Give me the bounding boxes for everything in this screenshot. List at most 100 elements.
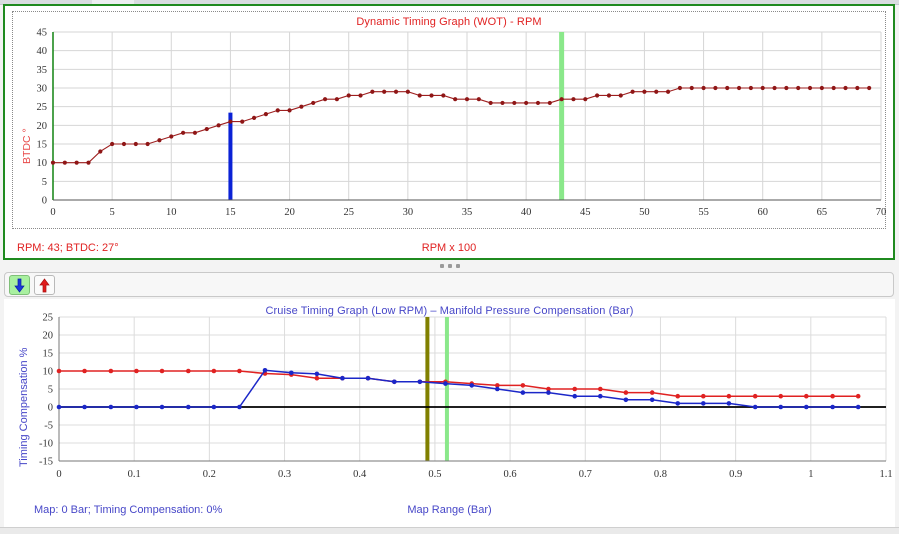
- data-point: [86, 160, 91, 165]
- svg-text:15: 15: [43, 349, 54, 360]
- data-point: [675, 393, 681, 399]
- move-up-button[interactable]: [34, 275, 55, 295]
- data-point: [82, 404, 87, 410]
- data-point: [382, 89, 387, 94]
- data-point: [237, 404, 242, 410]
- svg-text:10: 10: [43, 367, 54, 378]
- data-point: [546, 390, 551, 395]
- data-point: [228, 119, 233, 124]
- data-point: [314, 371, 320, 377]
- svg-text:0.8: 0.8: [654, 469, 667, 480]
- svg-text:0.9: 0.9: [729, 469, 742, 480]
- data-point: [807, 85, 813, 91]
- svg-text:10: 10: [166, 207, 177, 218]
- cruise-timing-svg[interactable]: -15 -10 -5 0 5 10 15 20 25 0 0.1 0.2 0.3 0.4 0.5 0.6 0.7…: [4, 299, 895, 489]
- data-point: [50, 160, 56, 165]
- move-down-button[interactable]: [9, 275, 30, 295]
- data-point: [322, 97, 328, 102]
- data-point: [82, 368, 87, 374]
- graph-toolbar: [4, 272, 894, 297]
- data-point: [843, 85, 848, 91]
- data-point: [417, 379, 423, 385]
- svg-text:15: 15: [37, 140, 48, 151]
- svg-text:5: 5: [48, 385, 53, 396]
- data-point: [649, 397, 655, 403]
- svg-text:55: 55: [698, 207, 709, 218]
- data-point: [289, 370, 294, 376]
- data-point: [598, 393, 603, 399]
- svg-text:5: 5: [110, 207, 115, 218]
- svg-text:45: 45: [37, 28, 48, 39]
- svg-text:25: 25: [343, 207, 354, 218]
- data-point: [108, 368, 114, 374]
- data-point: [314, 375, 320, 381]
- data-point: [867, 85, 872, 91]
- dynamic-timing-readout: RPM: 43; BTDC: 27°: [17, 242, 119, 254]
- svg-text:0: 0: [48, 403, 53, 414]
- series-line: [59, 369, 859, 408]
- data-point: [654, 89, 659, 94]
- data-point: [524, 100, 529, 106]
- dynamic-timing-svg: 0 5 10 15 20 25 30 35 40 45 0 5 10 15 20 25 30 35 40 45 50 55…: [37, 28, 887, 219]
- dynamic-timing-panel: Dynamic Timing Graph (WOT) - RPM BTDC ° …: [3, 4, 895, 260]
- data-point: [535, 100, 541, 106]
- dynamic-timing-plot-area[interactable]: Dynamic Timing Graph (WOT) - RPM BTDC ° …: [12, 11, 886, 229]
- data-point: [62, 160, 67, 165]
- data-point: [56, 404, 62, 410]
- splitter-dot: [455, 264, 460, 268]
- data-point: [495, 386, 500, 392]
- svg-text:25: 25: [43, 313, 54, 324]
- data-point: [488, 100, 493, 106]
- data-point: [547, 100, 552, 106]
- data-point: [595, 93, 600, 98]
- data-point: [677, 85, 683, 91]
- data-point: [299, 104, 304, 109]
- svg-text:1: 1: [808, 469, 813, 480]
- data-point: [630, 89, 635, 94]
- selection-marker-green: [444, 317, 449, 461]
- data-point: [748, 85, 753, 91]
- data-point: [701, 85, 706, 91]
- data-point: [429, 93, 434, 98]
- data-point: [830, 404, 835, 410]
- svg-text:60: 60: [757, 207, 768, 218]
- data-point: [464, 97, 470, 102]
- data-point: [169, 134, 174, 139]
- cursor-marker-blue: [228, 112, 233, 200]
- data-point: [56, 368, 62, 374]
- svg-text:0: 0: [50, 207, 55, 218]
- data-point: [689, 85, 694, 91]
- svg-text:0.4: 0.4: [353, 469, 367, 480]
- data-point: [772, 85, 777, 91]
- splitter-dot: [439, 264, 444, 268]
- data-point: [453, 97, 458, 102]
- svg-text:65: 65: [817, 207, 828, 218]
- panel-splitter[interactable]: [0, 261, 899, 272]
- cruise-timing-panel: Cruise Timing Graph (Low RPM) – Manifold…: [4, 299, 895, 527]
- dynamic-timing-x-axis-title: RPM x 100: [421, 242, 477, 254]
- svg-text:0.5: 0.5: [428, 469, 441, 480]
- data-point: [204, 126, 209, 132]
- data-point: [778, 404, 784, 410]
- data-point: [393, 89, 399, 94]
- svg-text:-10: -10: [39, 439, 53, 450]
- svg-text:5: 5: [42, 177, 47, 188]
- svg-text:35: 35: [37, 65, 48, 76]
- arrow-up-icon: [39, 277, 50, 292]
- data-point: [240, 119, 245, 124]
- data-point: [665, 89, 671, 94]
- cursor-marker-olive: [425, 317, 430, 461]
- data-point: [830, 393, 835, 399]
- data-point: [495, 383, 500, 388]
- svg-text:-5: -5: [44, 421, 53, 432]
- cruise-timing-x-axis-title: Map Range (Bar): [407, 504, 492, 516]
- data-point: [469, 383, 475, 388]
- data-point: [192, 130, 198, 135]
- dynamic-timing-y-axis-title: BTDC °: [21, 128, 33, 164]
- data-point: [796, 85, 801, 91]
- data-point: [623, 397, 629, 403]
- data-point: [476, 97, 481, 102]
- data-point: [237, 368, 242, 374]
- data-point: [855, 404, 861, 410]
- data-point: [559, 97, 564, 102]
